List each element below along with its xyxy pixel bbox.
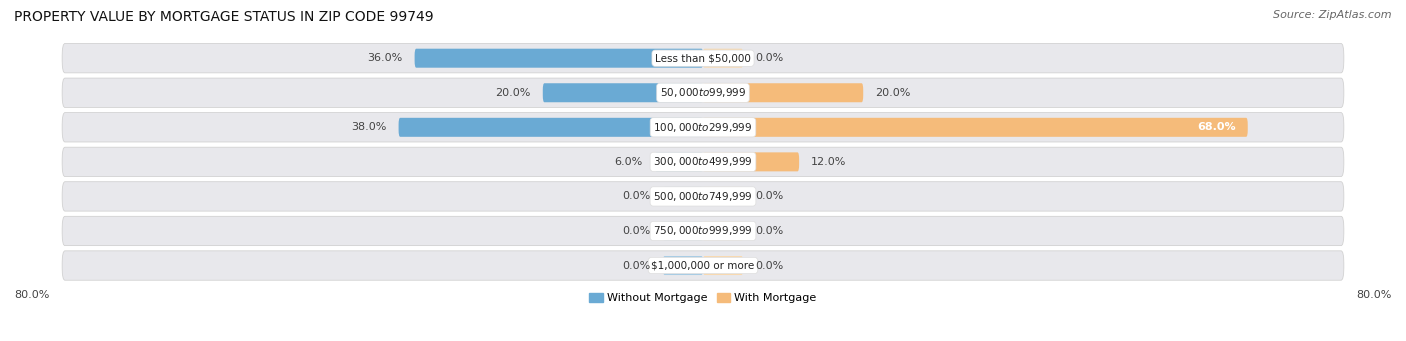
FancyBboxPatch shape — [543, 83, 703, 102]
Text: 68.0%: 68.0% — [1197, 122, 1236, 132]
Text: 0.0%: 0.0% — [623, 191, 651, 202]
Text: $50,000 to $99,999: $50,000 to $99,999 — [659, 86, 747, 99]
FancyBboxPatch shape — [703, 152, 799, 172]
Text: PROPERTY VALUE BY MORTGAGE STATUS IN ZIP CODE 99749: PROPERTY VALUE BY MORTGAGE STATUS IN ZIP… — [14, 10, 433, 24]
FancyBboxPatch shape — [62, 78, 1344, 107]
FancyBboxPatch shape — [703, 256, 742, 275]
FancyBboxPatch shape — [415, 49, 703, 68]
Text: 0.0%: 0.0% — [623, 226, 651, 236]
Text: 36.0%: 36.0% — [367, 53, 402, 63]
Legend: Without Mortgage, With Mortgage: Without Mortgage, With Mortgage — [585, 288, 821, 308]
Text: 38.0%: 38.0% — [352, 122, 387, 132]
Text: $500,000 to $749,999: $500,000 to $749,999 — [654, 190, 752, 203]
FancyBboxPatch shape — [62, 182, 1344, 211]
Text: 6.0%: 6.0% — [614, 157, 643, 167]
Text: $1,000,000 or more: $1,000,000 or more — [651, 261, 755, 270]
Text: 20.0%: 20.0% — [875, 88, 911, 98]
Text: 0.0%: 0.0% — [623, 261, 651, 270]
FancyBboxPatch shape — [664, 187, 703, 206]
FancyBboxPatch shape — [664, 221, 703, 240]
FancyBboxPatch shape — [62, 44, 1344, 73]
Text: Less than $50,000: Less than $50,000 — [655, 53, 751, 63]
FancyBboxPatch shape — [703, 83, 863, 102]
FancyBboxPatch shape — [398, 118, 703, 137]
Text: 20.0%: 20.0% — [495, 88, 531, 98]
Text: 0.0%: 0.0% — [755, 191, 783, 202]
Text: $750,000 to $999,999: $750,000 to $999,999 — [654, 224, 752, 237]
FancyBboxPatch shape — [703, 187, 742, 206]
FancyBboxPatch shape — [655, 152, 703, 172]
FancyBboxPatch shape — [62, 147, 1344, 177]
Text: 0.0%: 0.0% — [755, 53, 783, 63]
FancyBboxPatch shape — [62, 113, 1344, 142]
Text: $100,000 to $299,999: $100,000 to $299,999 — [654, 121, 752, 134]
Text: 0.0%: 0.0% — [755, 226, 783, 236]
Text: $300,000 to $499,999: $300,000 to $499,999 — [654, 155, 752, 168]
Text: 0.0%: 0.0% — [755, 261, 783, 270]
FancyBboxPatch shape — [703, 221, 742, 240]
FancyBboxPatch shape — [62, 251, 1344, 280]
FancyBboxPatch shape — [703, 49, 742, 68]
Text: 80.0%: 80.0% — [14, 290, 49, 300]
FancyBboxPatch shape — [664, 256, 703, 275]
Text: 12.0%: 12.0% — [811, 157, 846, 167]
FancyBboxPatch shape — [703, 118, 1247, 137]
FancyBboxPatch shape — [62, 216, 1344, 246]
Text: Source: ZipAtlas.com: Source: ZipAtlas.com — [1274, 10, 1392, 20]
Text: 80.0%: 80.0% — [1357, 290, 1392, 300]
